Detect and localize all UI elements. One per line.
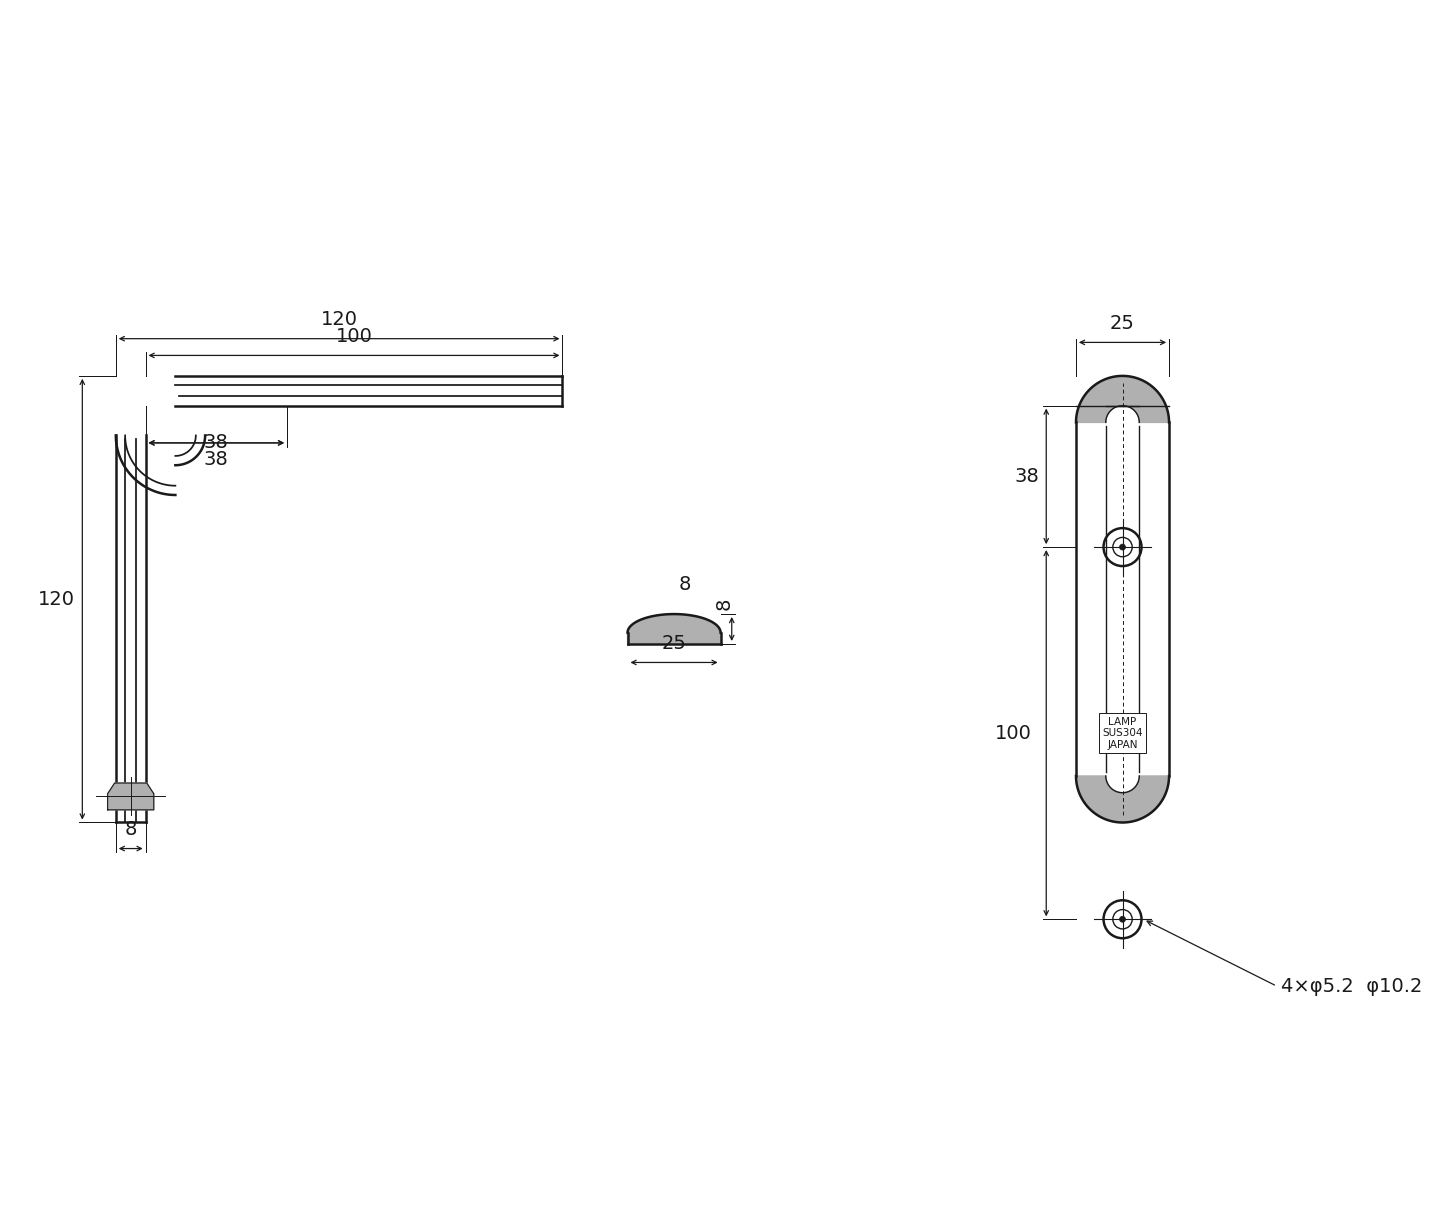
Text: 38: 38 — [204, 433, 228, 453]
Polygon shape — [107, 783, 153, 809]
Text: 38: 38 — [204, 450, 228, 470]
Text: 8: 8 — [124, 820, 137, 840]
Circle shape — [1120, 544, 1126, 550]
Text: 25: 25 — [662, 634, 686, 654]
Polygon shape — [1077, 776, 1169, 823]
Text: 100: 100 — [335, 327, 373, 346]
Text: LAMP
SUS304
JAPAN: LAMP SUS304 JAPAN — [1103, 717, 1143, 750]
Text: 25: 25 — [1110, 314, 1134, 333]
Text: 4×φ5.2  φ10.2: 4×φ5.2 φ10.2 — [1280, 977, 1422, 996]
Polygon shape — [627, 615, 721, 644]
Text: 8: 8 — [679, 574, 691, 594]
Text: 38: 38 — [1014, 467, 1039, 486]
Text: 8: 8 — [715, 598, 734, 611]
Text: 120: 120 — [321, 310, 357, 330]
Circle shape — [1120, 916, 1126, 922]
Text: 100: 100 — [994, 724, 1032, 742]
Polygon shape — [1077, 376, 1169, 422]
Text: 120: 120 — [38, 590, 75, 608]
